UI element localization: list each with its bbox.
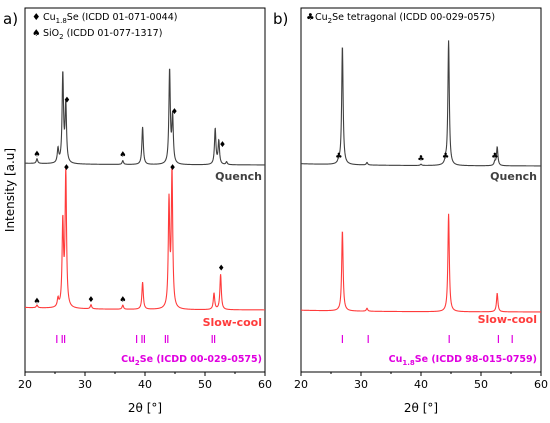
peak-marker: ♦ [218,264,225,273]
x-tick-label: 60 [258,378,272,391]
legend-cu18se-symbol: ♦ [32,12,41,23]
legend-sio2-text: SiO2 (ICDD 01-077-1317) [43,28,162,41]
legend-cu2se-tetragonal-symbol: ♣ [306,12,315,23]
x-tick-label: 30 [78,378,92,391]
panel-b: b) ♣ Cu2Se tetragonal (ICDD 00-029-0575)… [273,7,548,415]
panel-b-plot: 20 30 40 50 60 ♣ ♣ ♣ ♣ [294,40,548,391]
panel-b-reference-label: Cu1.8Se (ICDD 98-015-0759) [389,354,537,367]
peak-marker: ♦ [87,295,94,304]
legend-sio2-symbol: ♠ [32,28,41,39]
panel-a-legend: ♦ Cu1.8Se (ICDD 01-071-0044) ♠ SiO2 (ICD… [32,12,177,41]
peak-marker: ♠ [119,295,126,304]
x-tick-label: 40 [138,378,152,391]
x-tick-label: 20 [18,378,32,391]
panel-a-plot: 20 30 40 50 60 ♠ ♦ ♠ ♦ ♦ ♠ ♦ ♦ ♠ ♦ ♦ [18,68,272,391]
peak-marker: ♣ [417,154,424,163]
peak-marker: ♦ [63,163,70,172]
panel-b-quench-label: Quench [490,170,537,183]
series-line-slow-cool [24,166,265,311]
peak-marker: ♠ [33,296,40,305]
peak-marker: ♣ [491,151,498,160]
series-line-quench [25,68,265,166]
x-tick-label: 50 [474,378,488,391]
panel-b-legend: ♣ Cu2Se tetragonal (ICDD 00-029-0575) [306,12,495,25]
legend-cu2se-tetragonal-text: Cu2Se tetragonal (ICDD 00-029-0575) [315,12,495,25]
peak-marker: ♠ [33,149,40,158]
x-tick-label: 20 [294,378,308,391]
panel-a-ylabel: Intensity [a.u] [3,148,17,232]
series-line-slow-cool [301,213,541,313]
x-tick-label: 30 [354,378,368,391]
panel-b-label: b) [273,10,288,28]
peak-marker: ♦ [63,96,70,105]
peak-marker: ♠ [119,150,126,159]
peak-marker: ♦ [171,107,178,116]
peak-marker: ♣ [442,151,449,160]
panel-b-slowcool-label: Slow-cool [478,313,537,326]
peak-marker: ♦ [219,140,226,149]
panel-a-quench-label: Quench [215,170,262,183]
panel-a-slowcool-label: Slow-cool [203,316,262,329]
panel-a-reference-label: Cu2Se (ICDD 00-029-0575) [121,354,262,367]
series-line-quench [300,40,541,167]
peak-marker: ♦ [169,163,176,172]
panel-b-xlabel: 2θ [°] [404,401,438,415]
x-tick-label: 60 [534,378,548,391]
x-tick-label: 50 [198,378,212,391]
panel-a: a) ♦ Cu1.8Se (ICDD 01-071-0044) ♠ SiO2 (… [3,7,272,415]
panel-a-label: a) [3,10,18,28]
x-tick-label: 40 [414,378,428,391]
peak-marker: ♣ [335,151,342,160]
legend-cu18se-text: Cu1.8Se (ICDD 01-071-0044) [43,12,177,25]
panel-a-xlabel: 2θ [°] [128,401,162,415]
